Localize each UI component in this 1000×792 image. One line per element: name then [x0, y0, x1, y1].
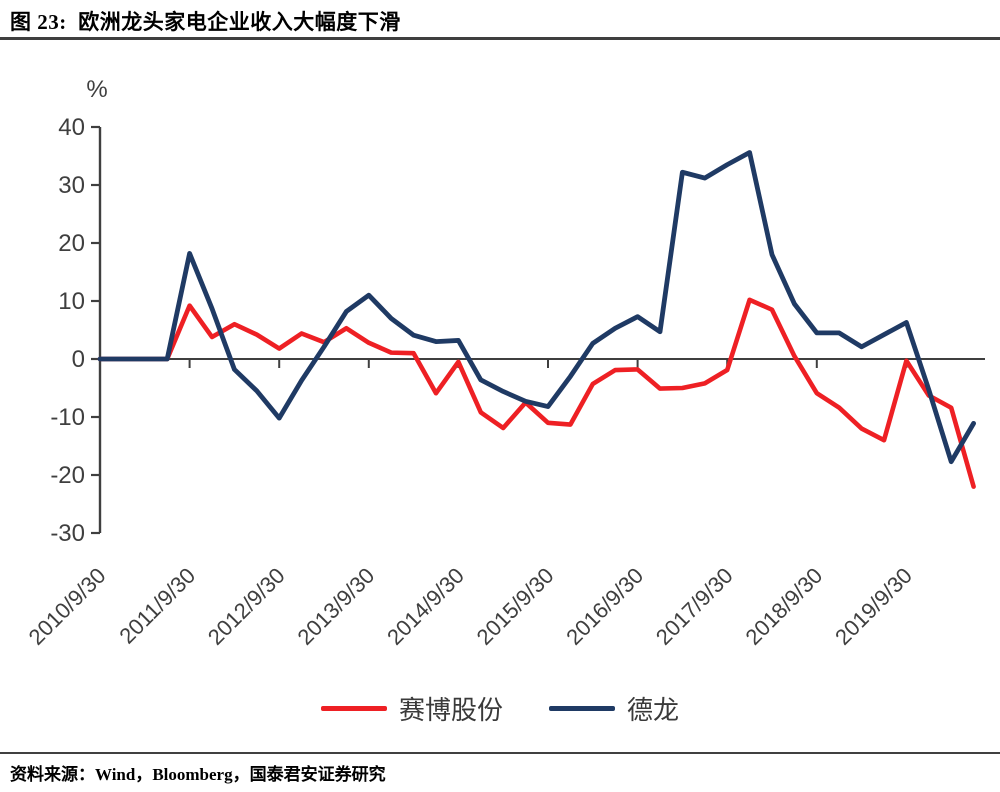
y-tick-label: 20 — [58, 230, 85, 257]
y-tick-label: 0 — [72, 346, 85, 373]
x-tick-label: 2015/9/30 — [472, 563, 559, 650]
x-tick-label: 2016/9/30 — [561, 563, 648, 650]
x-tick-label: 2014/9/30 — [382, 563, 469, 650]
legend-item-seb: 赛博股份 — [320, 690, 503, 727]
x-tick-label: 2017/9/30 — [651, 563, 738, 650]
title-divider — [0, 37, 1000, 40]
x-tick-label: 2011/9/30 — [114, 563, 200, 649]
x-axis: 2010/9/30 2011/9/30 2012/9/30 2013/9/30 2014… — [24, 358, 985, 650]
y-tick-label: -30 — [50, 520, 85, 547]
y-axis: 40 30 20 10 0 -10 -20 -30 — [50, 114, 102, 547]
source-divider — [0, 752, 1000, 754]
legend-label-delonghi: 德龙 — [627, 695, 680, 725]
y-axis-unit-label: % — [86, 76, 107, 103]
chart-legend: 赛博股份 德龙 — [0, 690, 1000, 727]
legend-item-delonghi: 德龙 — [549, 690, 679, 727]
x-tick-label: 2013/9/30 — [292, 563, 379, 650]
y-tick-label: 30 — [58, 172, 85, 199]
x-tick-label: 2012/9/30 — [203, 563, 290, 650]
figure-header: 图 23: 欧洲龙头家电企业收入大幅度下滑 — [0, 0, 1000, 36]
legend-label-seb: 赛博股份 — [398, 695, 503, 725]
x-tick-label: 2010/9/30 — [24, 563, 111, 650]
figure-title: 图 23: 欧洲龙头家电企业收入大幅度下滑 — [10, 10, 401, 34]
series-delonghi-line — [97, 150, 976, 465]
legend-swatch-seb — [320, 706, 387, 711]
y-tick-label: 40 — [58, 114, 85, 141]
source-note: 资料来源：Wind，Bloomberg，国泰君安证券研究 — [10, 765, 386, 784]
legend-swatch-delonghi — [549, 706, 615, 711]
series-seb-line — [97, 297, 976, 489]
y-tick-label: -20 — [50, 462, 85, 489]
y-tick-label: -10 — [50, 404, 85, 431]
y-tick-label: 10 — [58, 288, 85, 315]
x-tick-label: 2019/9/30 — [830, 563, 917, 650]
line-chart: % 40 30 20 10 0 -10 -20 -30 2010/9/30 2011/9/30 2… — [0, 40, 1000, 680]
x-tick-label: 2018/9/30 — [740, 563, 827, 650]
